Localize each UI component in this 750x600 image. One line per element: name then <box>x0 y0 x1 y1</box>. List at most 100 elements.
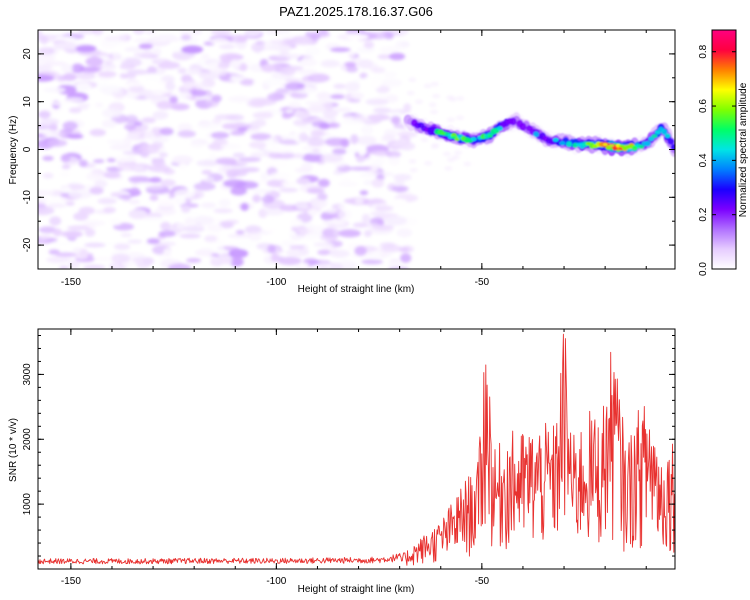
heatmap-cell <box>141 216 165 222</box>
heatmap-cell <box>210 131 230 139</box>
heatmap-cell <box>160 179 176 187</box>
heatmap-cell <box>144 184 165 190</box>
heatmap-cell <box>289 218 303 228</box>
heatmap-cell <box>145 30 156 35</box>
heatmap-cell <box>39 235 52 240</box>
heatmap-cell <box>180 34 192 41</box>
heatmap-cell <box>213 208 233 214</box>
heatmap-cell <box>237 35 248 43</box>
heatmap-cell <box>133 121 143 126</box>
heatmap-cell <box>366 222 381 229</box>
heatmap-cell <box>304 46 321 56</box>
heatmap-cell <box>67 134 84 139</box>
heatmap-cell <box>360 125 374 135</box>
heatmap-cell <box>230 130 246 136</box>
heatmap-cell <box>365 98 389 106</box>
heatmap-cell <box>318 178 330 188</box>
heatmap-cell <box>364 75 388 81</box>
heatmap-cell <box>94 179 108 188</box>
heatmap-cell <box>49 216 62 226</box>
heatmap-cell <box>487 134 493 138</box>
heatmap-cell <box>127 239 143 244</box>
heatmap-cell <box>328 122 341 129</box>
heatmap-cell <box>268 152 283 159</box>
snr-series-line <box>38 333 675 566</box>
snr-y-axis: 1000 2000 3000 <box>22 334 675 557</box>
heatmap-cell <box>225 219 240 225</box>
heatmap-cell <box>430 82 439 87</box>
heatmap-cell <box>129 187 140 194</box>
heatmap-cell <box>408 77 417 82</box>
heatmap-cell <box>111 51 122 59</box>
heatmap-cell <box>318 122 330 130</box>
heatmap-cell <box>148 165 171 173</box>
heatmap-cell <box>172 155 193 165</box>
heatmap-cell <box>157 79 167 86</box>
heatmap-cell <box>453 150 462 155</box>
heatmap-cell <box>307 137 325 147</box>
colorbar-tick-label: 0.4 <box>698 153 709 167</box>
heatmap-cell <box>228 95 252 103</box>
heatmap-cell <box>181 45 204 54</box>
heatmap-cell <box>195 260 213 269</box>
heatmap-cell <box>116 34 127 41</box>
heatmap-cell <box>159 127 174 136</box>
heatmap-cell <box>346 51 356 59</box>
heatmap-cell <box>207 142 226 151</box>
heatmap-cell <box>313 242 334 247</box>
heatmap-cell <box>349 98 361 103</box>
heatmap-cell <box>68 190 92 199</box>
axis-tick-label: -150 <box>61 576 81 587</box>
heatmap-cell <box>89 128 106 137</box>
heatmap-cell <box>354 245 367 256</box>
heatmap-cell <box>279 187 298 193</box>
heatmap-cell <box>285 54 302 59</box>
heatmap-cell <box>46 256 70 264</box>
heatmap-cell <box>158 230 176 237</box>
heatmap-cell <box>120 233 132 237</box>
heatmap-cell <box>159 152 168 158</box>
heatmap-cell <box>195 58 220 68</box>
heatmap-cell <box>237 239 256 249</box>
heatmap-cell <box>38 64 53 71</box>
heatmap-cell <box>389 142 410 148</box>
heatmap-cell <box>293 153 305 159</box>
heatmap-cell <box>78 30 97 35</box>
heatmap-cell <box>52 228 63 237</box>
heatmap-cell <box>242 30 263 37</box>
heatmap-cell <box>379 46 400 53</box>
heatmap-cell <box>349 92 365 100</box>
heatmap-cell <box>370 116 383 123</box>
axis-tick-label: -50 <box>475 277 490 288</box>
heatmap-cell <box>281 240 296 247</box>
heatmap-cell <box>470 137 477 142</box>
heatmap-cell <box>152 110 169 120</box>
heatmap-cell <box>202 176 214 184</box>
heatmap-cell <box>68 107 82 114</box>
heatmap-cell <box>83 264 106 269</box>
heatmap-cell <box>230 75 244 82</box>
heatmap-cell <box>302 146 314 151</box>
heatmap-cell <box>307 73 330 83</box>
heatmap-cell <box>215 157 238 165</box>
heatmap-cell <box>293 39 314 46</box>
heatmap-cell <box>311 148 321 153</box>
heatmap-cell <box>76 73 96 80</box>
heatmap-cell <box>42 130 60 137</box>
heatmap-cell <box>377 54 392 60</box>
heatmap-cell <box>381 244 402 253</box>
heatmap-cell <box>420 137 429 142</box>
heatmap-cell <box>38 206 55 216</box>
heatmap-cell <box>59 265 69 269</box>
heatmap-cell <box>200 202 217 209</box>
heatmap-cell <box>285 109 294 114</box>
heatmap-cell <box>62 185 72 194</box>
spectrogram-y-axis-label: Frequency (Hz) <box>8 116 19 185</box>
heatmap-cell <box>42 155 54 161</box>
heatmap-cell <box>335 72 355 80</box>
heatmap-cell <box>381 78 403 88</box>
heatmap-cell <box>173 189 196 198</box>
heatmap-cell <box>160 221 172 231</box>
heatmap-cell <box>664 133 671 138</box>
heatmap-cell <box>357 146 367 156</box>
